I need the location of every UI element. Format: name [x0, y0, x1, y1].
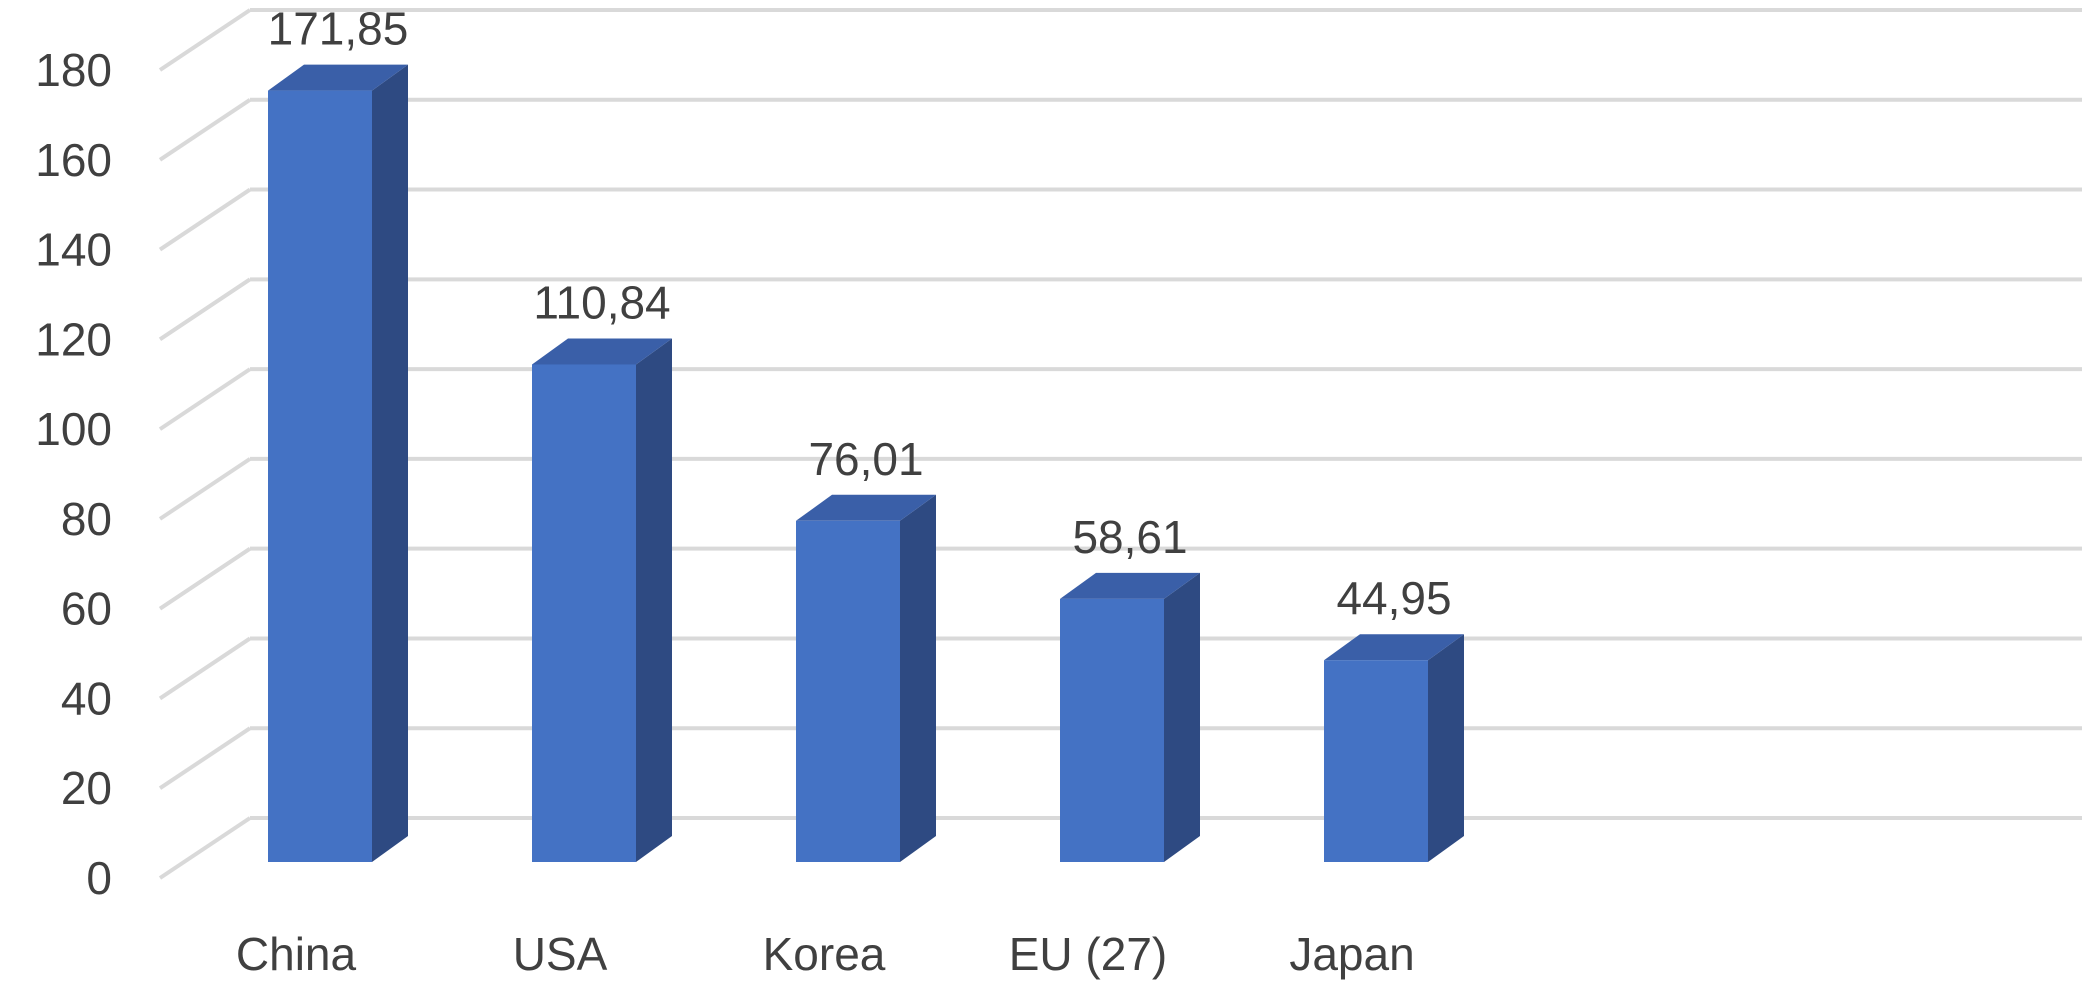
y-tick-label: 180	[35, 44, 112, 96]
gridline-depth	[158, 816, 252, 880]
bar-side-face	[1428, 634, 1464, 862]
bar-side-face	[1164, 572, 1200, 862]
y-tick-label: 140	[35, 224, 112, 276]
bar-side-face	[372, 64, 408, 862]
bar-side-face	[636, 338, 672, 863]
bar-front-face	[268, 90, 372, 862]
x-category-label: Japan	[1289, 928, 1414, 980]
bar-side-face	[900, 494, 936, 862]
gridline-depth	[158, 636, 252, 701]
y-tick-label: 20	[61, 762, 112, 814]
bar	[1060, 572, 1200, 862]
gridline-depth	[158, 367, 252, 431]
bar	[268, 64, 408, 862]
x-category-label: Korea	[763, 928, 886, 980]
bar-top-face	[268, 64, 408, 91]
data-label: 76,01	[808, 433, 923, 485]
y-tick-label: 160	[35, 134, 112, 186]
gridline-depth	[158, 8, 252, 72]
gridline-depth	[158, 726, 252, 790]
gridline-depth	[158, 277, 252, 341]
bar	[532, 338, 672, 863]
x-category-label: China	[236, 928, 357, 980]
bar-top-face	[1324, 634, 1464, 661]
data-labels: 171,85 110,84 76,01 58,61 44,95	[268, 3, 1452, 625]
y-tick-label: 40	[61, 672, 112, 724]
bar-front-face	[532, 364, 636, 862]
data-label: 58,61	[1072, 511, 1187, 563]
gridline-depth	[158, 187, 252, 252]
y-tick-label: 0	[86, 852, 112, 904]
bar-front-face	[1324, 660, 1428, 862]
bar	[1324, 634, 1464, 862]
data-label: 171,85	[268, 3, 409, 55]
bar-front-face	[796, 520, 900, 862]
x-category-label: USA	[513, 928, 608, 980]
data-label: 44,95	[1336, 572, 1451, 624]
data-label: 110,84	[533, 276, 670, 328]
bar-top-face	[1060, 572, 1200, 599]
bars	[268, 64, 1464, 863]
bar-top-face	[796, 494, 936, 521]
bar-front-face	[1060, 598, 1164, 862]
y-tick-label: 120	[35, 313, 112, 365]
x-axis-category-labels: China USA Korea EU (27) Japan	[236, 928, 1415, 980]
x-category-label: EU (27)	[1009, 928, 1167, 980]
y-tick-label: 100	[35, 403, 112, 455]
y-tick-label: 60	[61, 583, 112, 635]
y-tick-label: 80	[61, 493, 112, 545]
bar	[796, 494, 936, 862]
bar-top-face	[532, 338, 672, 365]
gridline-depth	[158, 98, 252, 162]
gridline-depth	[158, 547, 252, 611]
y-axis-tick-labels: 0 20 40 60 80 100 120 140 160 180	[35, 44, 112, 904]
gridline-depth	[158, 457, 252, 521]
